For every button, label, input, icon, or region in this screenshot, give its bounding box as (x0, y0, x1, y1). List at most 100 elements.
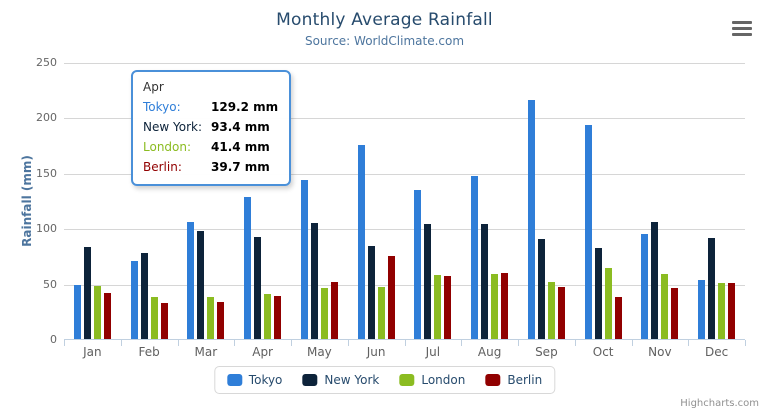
y-axis-tick-label: 150 (36, 166, 57, 180)
legend-swatch-berlin (485, 374, 501, 386)
bar-new-york-jan[interactable] (83, 247, 91, 340)
hamburger-menu-icon[interactable] (732, 21, 752, 36)
category-group-mar (178, 63, 235, 340)
bar-london-jun[interactable] (377, 286, 385, 340)
x-axis-label-may: May (306, 345, 332, 359)
bar-tokyo-jun[interactable] (357, 145, 365, 340)
bar-tokyo-aug[interactable] (471, 175, 479, 340)
bar-berlin-oct[interactable] (614, 296, 622, 340)
x-axis-tick (461, 340, 463, 346)
bar-tokyo-may[interactable] (300, 180, 308, 340)
bar-london-sep[interactable] (547, 281, 555, 340)
legend-item-new-york[interactable]: New York (302, 373, 379, 387)
bar-new-york-feb[interactable] (140, 252, 148, 340)
y-axis-tick-label: 100 (36, 222, 57, 236)
bar-berlin-jun[interactable] (387, 256, 395, 340)
tooltip-value: 93.4 mm (211, 120, 270, 134)
bar-london-aug[interactable] (491, 274, 499, 340)
bar-london-mar[interactable] (207, 296, 215, 340)
bar-new-york-dec[interactable] (708, 237, 716, 340)
category-group-jul (405, 63, 462, 340)
x-axis-label-jul: Jul (425, 345, 441, 359)
x-axis-label-sep: Sep (535, 345, 558, 359)
gridline (64, 63, 745, 64)
tooltip-series-label: New York: (143, 120, 202, 134)
bar-tokyo-jan[interactable] (73, 284, 81, 340)
chart-title: Monthly Average Rainfall (276, 10, 493, 30)
x-axis-line (64, 339, 745, 340)
highcharts-credit-link[interactable]: Highcharts.com (680, 398, 759, 409)
gridline (64, 173, 745, 175)
category-group-feb (121, 63, 178, 340)
bar-berlin-jul[interactable] (444, 276, 452, 340)
x-axis-label-jun: Jun (366, 345, 386, 359)
bar-berlin-jan[interactable] (103, 293, 111, 340)
bar-london-feb[interactable] (150, 297, 158, 340)
x-axis-tick (291, 340, 292, 346)
bar-new-york-jun[interactable] (367, 246, 375, 340)
tooltip-value: 129.2 mm (211, 100, 279, 114)
bar-new-york-nov[interactable] (651, 221, 659, 340)
bar-tokyo-sep[interactable] (527, 100, 535, 340)
bar-tokyo-jul[interactable] (414, 189, 422, 340)
bar-new-york-sep[interactable] (537, 239, 545, 340)
legend-swatch-tokyo (226, 374, 242, 386)
x-axis-label-jan: Jan (83, 345, 102, 359)
category-group-jan (64, 63, 121, 340)
tooltip-row-tokyo: Tokyo: 129.2 mm (143, 100, 278, 114)
category-group-sep (518, 63, 575, 340)
bar-london-may[interactable] (320, 287, 328, 340)
bar-berlin-sep[interactable] (557, 287, 565, 340)
bar-tokyo-nov[interactable] (641, 234, 649, 340)
x-axis-label-feb: Feb (138, 345, 160, 359)
bar-new-york-apr[interactable] (254, 236, 262, 340)
bar-london-dec[interactable] (718, 283, 726, 340)
x-axis-tick (234, 340, 236, 346)
bar-berlin-mar[interactable] (217, 301, 225, 340)
bar-new-york-aug[interactable] (481, 224, 489, 340)
category-group-jun (348, 63, 405, 340)
tooltip-series-label: London: (143, 140, 192, 154)
bar-london-jan[interactable] (93, 285, 101, 340)
bar-new-york-oct[interactable] (594, 247, 602, 340)
bar-tokyo-mar[interactable] (187, 222, 195, 340)
bar-tokyo-apr[interactable] (244, 196, 252, 340)
bar-tokyo-oct[interactable] (584, 124, 592, 340)
bar-tokyo-feb[interactable] (130, 260, 138, 340)
bar-london-jul[interactable] (434, 274, 442, 340)
bar-london-apr[interactable] (264, 294, 272, 340)
x-axis-tick (120, 340, 122, 346)
bar-new-york-may[interactable] (310, 222, 318, 340)
bar-berlin-feb[interactable] (160, 303, 168, 340)
category-group-oct (575, 63, 632, 340)
bar-berlin-dec[interactable] (728, 283, 736, 340)
bar-tokyo-dec[interactable] (698, 279, 706, 340)
x-axis-label-mar: Mar (194, 345, 218, 359)
legend-item-berlin[interactable]: Berlin (485, 373, 542, 387)
tooltip-value: 41.4 mm (211, 140, 270, 154)
legend-label-tokyo: Tokyo (248, 373, 283, 387)
bar-london-nov[interactable] (661, 274, 669, 340)
category-group-dec (688, 63, 745, 340)
legend-item-london[interactable]: London (399, 373, 465, 387)
x-axis-label-oct: Oct (592, 345, 614, 359)
gridline (64, 118, 745, 120)
bar-berlin-apr[interactable] (274, 296, 282, 340)
hamburger-bar (732, 33, 752, 36)
legend-swatch-new-york (302, 374, 318, 386)
bar-new-york-jul[interactable] (424, 223, 432, 340)
bar-berlin-nov[interactable] (671, 288, 679, 340)
x-axis-tick (347, 340, 349, 346)
x-axis-label-nov: Nov (648, 345, 672, 359)
category-group-nov (632, 63, 689, 340)
bar-berlin-may[interactable] (330, 281, 338, 340)
legend-swatch-london (399, 374, 415, 386)
bar-london-oct[interactable] (604, 267, 612, 340)
x-axis-label-apr: Apr (252, 345, 273, 359)
bar-new-york-mar[interactable] (197, 230, 205, 340)
bar-berlin-aug[interactable] (501, 273, 509, 340)
legend-item-tokyo[interactable]: Tokyo (226, 373, 283, 387)
category-group-apr (234, 63, 291, 340)
y-axis-labels: 0 50 100 150 200 250 (0, 56, 57, 346)
